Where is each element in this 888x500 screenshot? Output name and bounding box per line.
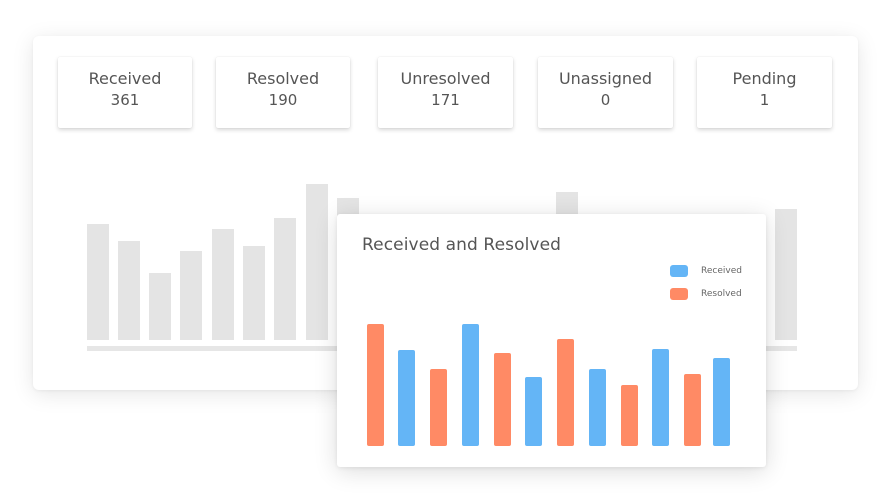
legend-item-resolved[interactable]: Resolved [670, 282, 742, 305]
bar-resolved[interactable] [494, 353, 511, 446]
legend-item-received[interactable]: Received [670, 259, 742, 282]
bar-resolved[interactable] [621, 385, 638, 446]
placeholder-bar [306, 184, 328, 340]
placeholder-bar [180, 251, 202, 340]
stat-value: 171 [431, 91, 460, 109]
stat-label: Unresolved [400, 69, 491, 88]
stat-value: 361 [110, 91, 140, 109]
stat-label: Received [88, 69, 162, 88]
bar-resolved[interactable] [557, 339, 574, 446]
chart-title: Received and Resolved [362, 235, 562, 255]
chart-legend: Received Resolved [670, 259, 742, 305]
stat-received[interactable]: Received 361 [58, 57, 192, 128]
bar-received[interactable] [652, 349, 669, 446]
placeholder-bar [212, 229, 234, 340]
placeholder-bar [87, 224, 109, 340]
legend-label: Resolved [701, 288, 742, 299]
legend-swatch-received [670, 264, 688, 277]
bar-received[interactable] [398, 350, 415, 446]
stat-label: Pending [732, 69, 797, 88]
bar-received[interactable] [713, 358, 730, 446]
placeholder-bar [243, 246, 265, 340]
bar-received[interactable] [525, 377, 542, 446]
placeholder-bar [274, 218, 296, 340]
legend-label: Received [701, 265, 742, 276]
stat-unresolved[interactable]: Unresolved 171 [378, 57, 513, 128]
legend-swatch-resolved [670, 287, 688, 300]
bar-resolved[interactable] [430, 369, 447, 446]
received-resolved-chart-card: Received and Resolved Received Resolved [337, 214, 766, 467]
stat-unassigned[interactable]: Unassigned 0 [538, 57, 673, 128]
stat-resolved[interactable]: Resolved 190 [216, 57, 350, 128]
bar-resolved[interactable] [367, 324, 384, 446]
bar-received[interactable] [589, 369, 606, 446]
bar-resolved[interactable] [684, 374, 701, 446]
placeholder-bar [118, 241, 140, 340]
stat-pending[interactable]: Pending 1 [697, 57, 832, 128]
stat-label: Resolved [246, 69, 320, 88]
bar-received[interactable] [462, 324, 479, 446]
stat-value: 190 [268, 91, 298, 109]
stat-value: 0 [600, 91, 611, 109]
placeholder-bar [149, 273, 171, 340]
placeholder-bar [775, 209, 797, 340]
stat-label: Unassigned [558, 69, 653, 88]
stat-value: 1 [759, 91, 770, 109]
